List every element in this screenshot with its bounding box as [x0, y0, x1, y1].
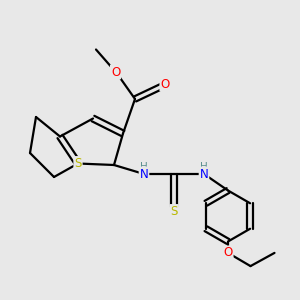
Text: S: S	[170, 205, 178, 218]
Text: O: O	[224, 246, 232, 260]
Text: H: H	[200, 161, 208, 172]
Text: N: N	[140, 167, 148, 181]
Text: H: H	[140, 161, 148, 172]
Text: N: N	[200, 167, 208, 181]
Text: O: O	[111, 65, 120, 79]
Text: O: O	[160, 77, 169, 91]
Text: S: S	[74, 157, 82, 170]
